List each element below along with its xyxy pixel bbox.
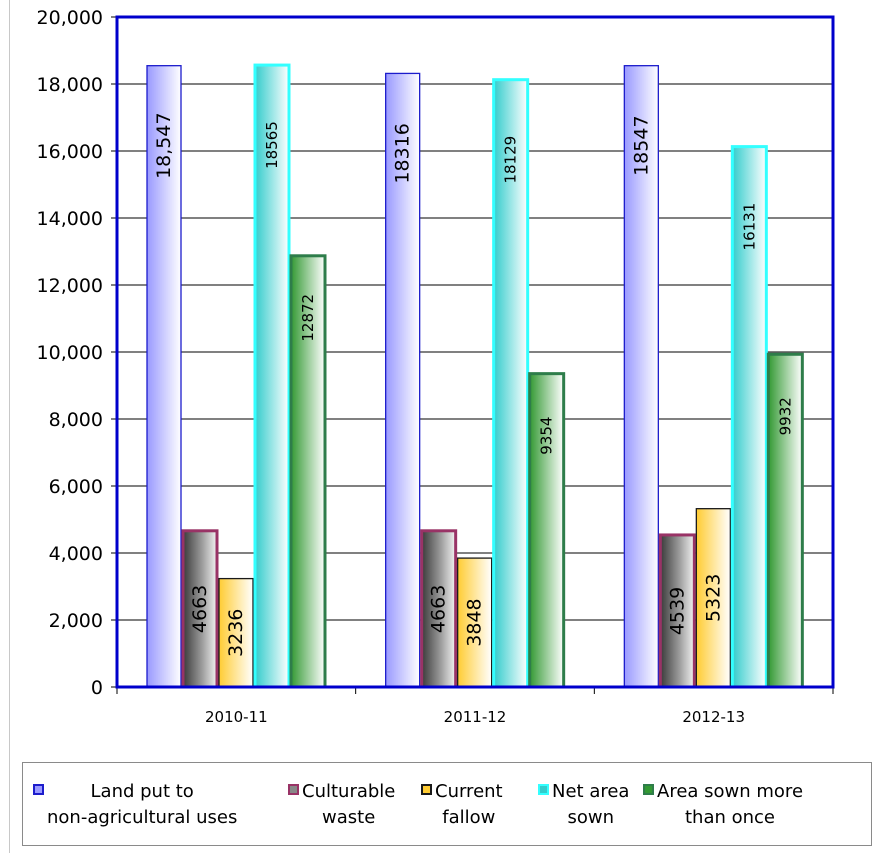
legend-item: Current fallow bbox=[421, 779, 503, 831]
data-label: 9354 bbox=[538, 417, 556, 455]
legend-item: Culturable waste bbox=[288, 779, 395, 831]
bar bbox=[528, 372, 566, 689]
y-tick-label: 0 bbox=[91, 677, 103, 699]
bar bbox=[253, 63, 291, 689]
legend-label: Land put to non-agricultural uses bbox=[47, 781, 238, 828]
legend-swatch bbox=[643, 784, 654, 795]
data-label: 18129 bbox=[502, 136, 520, 184]
data-label: 9932 bbox=[776, 397, 794, 435]
y-tick-label: 8,000 bbox=[49, 409, 103, 431]
y-tick-label: 4,000 bbox=[49, 543, 103, 565]
bar bbox=[457, 557, 493, 688]
bar bbox=[289, 254, 327, 689]
legend-label: Current fallow bbox=[435, 781, 503, 828]
frame-left-rule bbox=[9, 0, 10, 853]
x-tick-label: 2011-12 bbox=[444, 708, 507, 726]
legend-swatch bbox=[288, 784, 299, 795]
bar bbox=[385, 72, 421, 688]
bar bbox=[218, 577, 254, 688]
bar bbox=[658, 533, 696, 689]
data-label: 18547 bbox=[630, 115, 652, 175]
bar bbox=[730, 145, 768, 689]
legend-label: Net area sown bbox=[552, 781, 630, 828]
legend-item: Area sown more than once bbox=[643, 779, 803, 831]
x-tick-label: 2010-11 bbox=[205, 708, 268, 726]
legend-label: Culturable waste bbox=[302, 781, 396, 828]
y-tick-label: 14,000 bbox=[37, 208, 103, 230]
bar bbox=[695, 508, 731, 688]
data-label: 4539 bbox=[666, 587, 688, 635]
data-label: 5323 bbox=[702, 574, 724, 622]
data-label: 3848 bbox=[464, 598, 486, 646]
data-label: 18316 bbox=[392, 123, 414, 183]
y-tick-label: 12,000 bbox=[37, 275, 103, 297]
data-label: 3236 bbox=[225, 609, 247, 657]
bar bbox=[766, 352, 804, 689]
data-label: 18,547 bbox=[153, 112, 175, 178]
chart-legend: Land put to non-agricultural uses Cultura… bbox=[22, 762, 872, 846]
y-tick-label: 6,000 bbox=[49, 476, 103, 498]
legend-item: Net area sown bbox=[538, 779, 629, 831]
y-tick-label: 2,000 bbox=[49, 610, 103, 632]
legend-item: Land put to non-agricultural uses bbox=[33, 779, 237, 831]
x-tick-label: 2012-13 bbox=[682, 708, 745, 726]
bar bbox=[623, 65, 659, 688]
legend-swatch bbox=[421, 784, 432, 795]
data-label: 16131 bbox=[740, 203, 758, 251]
legend-swatch bbox=[33, 784, 44, 795]
y-tick-label: 20,000 bbox=[37, 7, 103, 29]
bar-chart: 0 2,000 4,000 6,000 8,000 10,000 12,000 14,000 1… bbox=[37, 7, 835, 726]
plot-area-border bbox=[115, 15, 835, 689]
bar bbox=[146, 65, 182, 688]
data-label: 4663 bbox=[189, 585, 211, 633]
bar bbox=[181, 529, 219, 689]
data-label: 18565 bbox=[263, 121, 281, 169]
y-tick-label: 16,000 bbox=[37, 141, 103, 163]
bar bbox=[420, 529, 458, 689]
data-label: 12872 bbox=[299, 294, 317, 342]
data-label: 4663 bbox=[428, 585, 450, 633]
y-tick-label: 18,000 bbox=[37, 74, 103, 96]
legend-label: Area sown more than once bbox=[657, 781, 804, 828]
legend-swatch bbox=[538, 784, 549, 795]
y-tick-label: 10,000 bbox=[37, 342, 103, 364]
